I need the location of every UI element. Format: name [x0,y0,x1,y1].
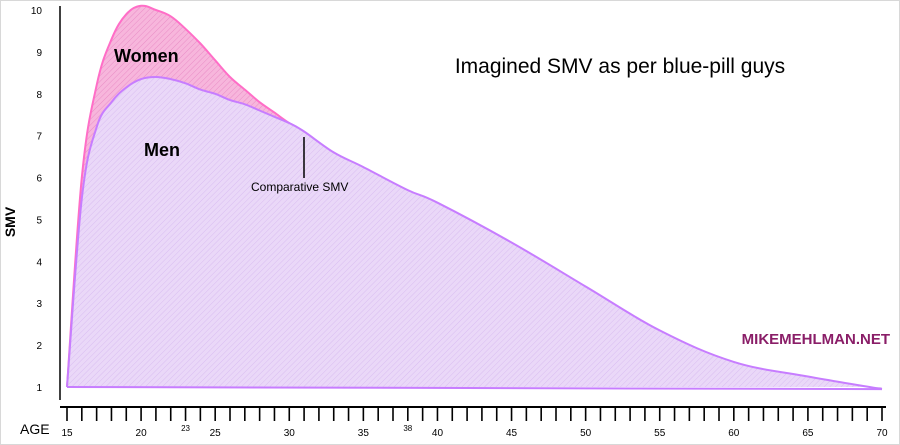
x-tick-label: 55 [654,428,666,439]
x-tick-label: 50 [580,428,592,439]
y-axis-label: SMV [2,206,18,237]
series-label-men: Men [144,140,180,160]
x-tick-label: 20 [136,428,148,439]
chart-title: Imagined SMV as per blue-pill guys [455,55,785,78]
x-tick-label: 15 [61,428,73,439]
x-tick-label: 40 [432,428,444,439]
y-tick-label: 9 [36,48,42,59]
area-women [67,5,305,387]
x-tick-label: 30 [284,428,296,439]
y-tick-label: 5 [36,215,42,226]
watermark: MIKEMEHLMAN.NET [742,331,890,348]
area-men [67,77,882,390]
y-tick-label: 1 [36,383,42,394]
y-tick-label: 8 [36,90,42,101]
series-areas [66,4,883,391]
x-tick-label: 65 [802,428,814,439]
x-tick-label: 60 [728,428,740,439]
x-tick-label: 23 [181,424,190,433]
y-tick-label: 10 [31,6,43,17]
series-label-women: Women [114,46,179,66]
x-ticks: 15 20 23 25 30 35 38 40 45 50 55 60 65 70 [61,407,888,439]
x-tick-label: 45 [506,428,518,439]
x-tick-label: 70 [876,428,888,439]
line-men-baseline [66,386,883,391]
line-men [66,75,883,391]
annotation-comparative-smv: Comparative SMV [251,180,348,194]
y-tick-label: 7 [36,132,42,143]
x-tick-label: 38 [403,424,412,433]
y-ticks: 1 2 3 4 5 6 7 8 9 10 [31,6,43,394]
y-tick-label: 4 [36,257,42,268]
line-women [66,4,305,388]
x-tick-label: 35 [358,428,370,439]
x-tick-label: 25 [210,428,222,439]
y-tick-label: 2 [36,341,42,352]
x-axis-label: AGE [20,421,50,437]
y-tick-label: 6 [36,174,42,185]
y-tick-label: 3 [36,299,42,310]
